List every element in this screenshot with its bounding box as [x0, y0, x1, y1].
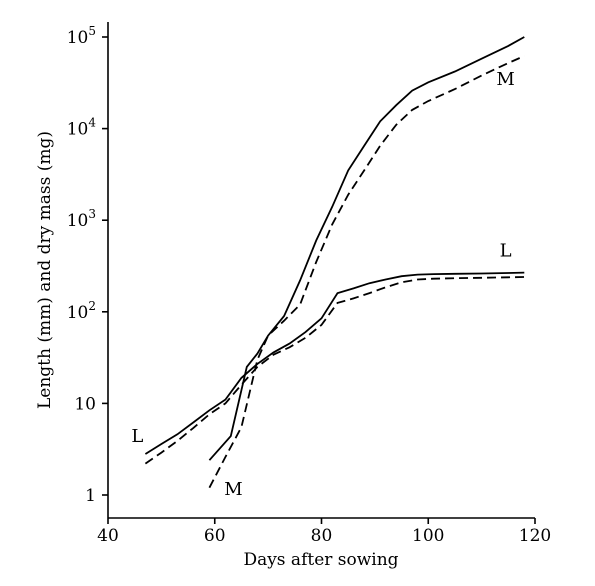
y-tick-label: 102: [67, 299, 96, 323]
y-tick-label-exponent: 5: [88, 24, 96, 38]
series-m-dashed-line: [208, 55, 525, 489]
series-m-solid-line: [208, 36, 525, 461]
y-tick-label: 104: [67, 116, 97, 140]
y-tick-label-base: 10: [74, 394, 96, 414]
series-label-l: L: [500, 241, 512, 262]
y-tick-label: 10: [74, 394, 96, 414]
y-tick-label-exponent: 4: [88, 116, 96, 130]
y-tick-label: 103: [67, 207, 96, 231]
y-tick-label-base: 10: [67, 211, 89, 231]
y-tick-label: 105: [67, 24, 96, 48]
series-label-l: L: [131, 426, 143, 447]
annotations: L L M M: [131, 69, 514, 500]
axes: [107, 22, 535, 519]
series-label-m: M: [496, 69, 514, 90]
x-tick-label: 100: [412, 526, 444, 546]
y-tick-label: 1: [85, 486, 96, 506]
series-l-solid-line: [144, 271, 525, 455]
x-axis-label: Days after sowing: [243, 550, 398, 570]
series: [144, 36, 525, 489]
y-tick-label-base: 10: [67, 28, 89, 48]
x-tick-label: 60: [204, 526, 226, 546]
y-axis-label: Length (mm) and dry mass (mg): [35, 131, 55, 409]
series-l-dashed-line: [144, 276, 525, 465]
x-tick-label: 80: [311, 526, 333, 546]
y-tick-label-base: 10: [67, 120, 89, 140]
y-tick-label-exponent: 3: [88, 207, 96, 221]
x-tick-label: 40: [97, 526, 119, 546]
y-tick-label-base: 10: [67, 303, 89, 323]
y-tick-label-base: 1: [85, 486, 96, 506]
x-tick-label: 120: [519, 526, 551, 546]
y-tick-label-exponent: 2: [88, 299, 96, 313]
series-label-m: M: [224, 479, 242, 500]
